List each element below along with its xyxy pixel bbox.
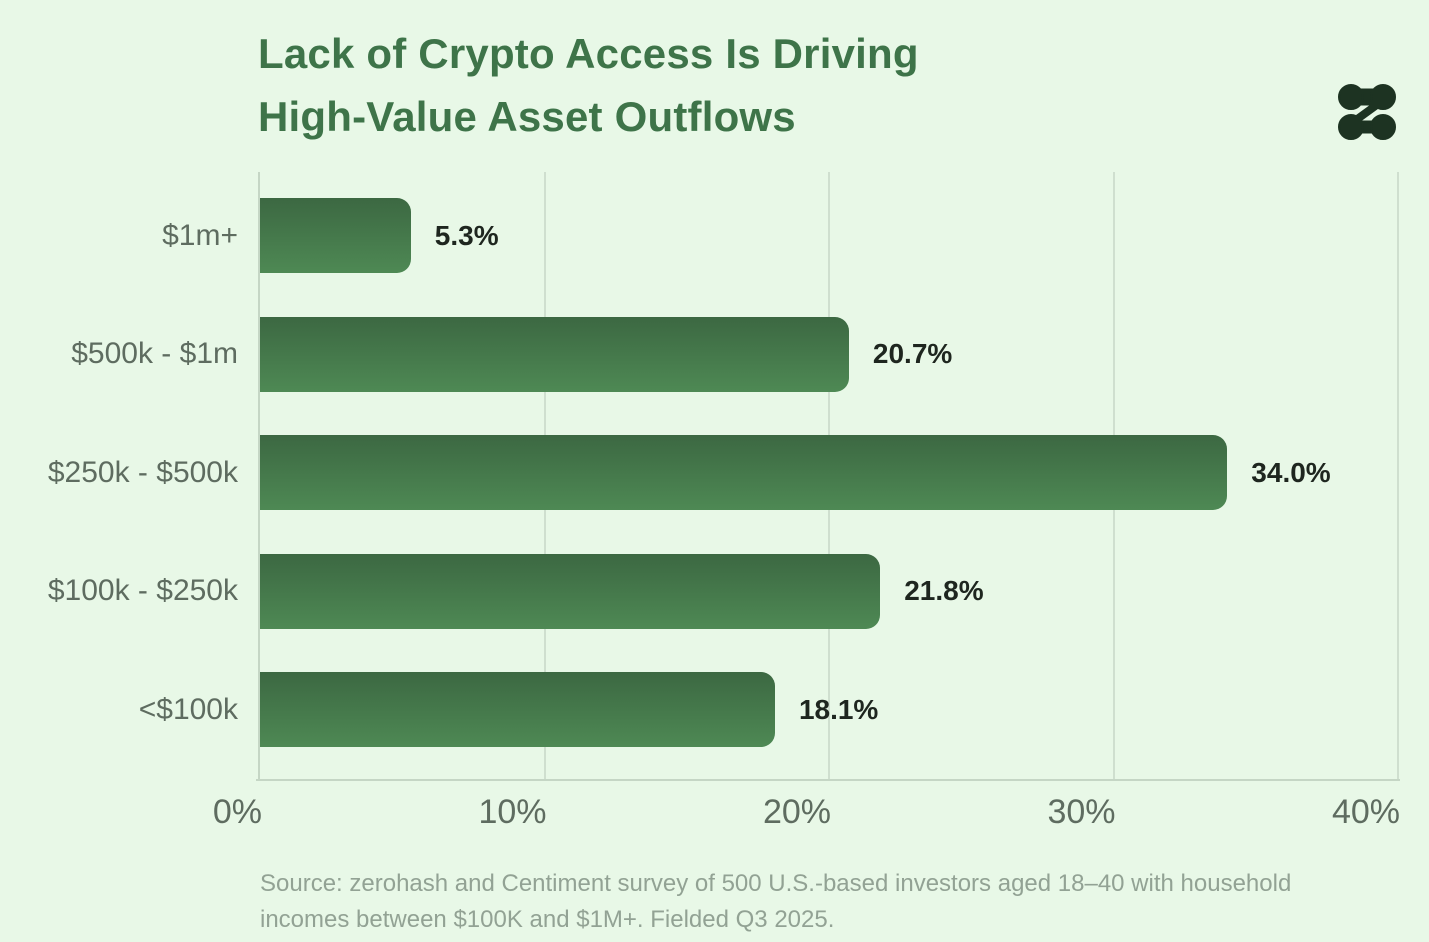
x-tick-label-20pct: 20% [762, 793, 831, 831]
chart-title: Lack of Crypto Access Is Driving High-Va… [258, 22, 919, 148]
x-tick-label-40pct: 40% [1331, 793, 1400, 831]
bar-row-3: $250k - $500k 34.0% [0, 435, 1429, 510]
category-label: $250k - $500k [47, 455, 238, 489]
chart-title-line2: High-Value Asset Outflows [258, 93, 796, 140]
x-tick-label-0pct: 0% [212, 793, 262, 831]
bar-row-4: $100k - $250k 21.8% [0, 553, 1429, 629]
category-label: $500k - $1m [71, 337, 238, 370]
bar-$100k - $250k [260, 553, 881, 629]
x-tick-label-10pct: 10% [478, 793, 547, 831]
value-label: 18.1% [798, 693, 879, 725]
category-label: <$100k [138, 692, 238, 726]
bar-<$100k [260, 672, 775, 747]
source-note-line2: incomes between $100K and $1M+. Fielded … [260, 906, 835, 933]
bar-$250k - $500k [260, 435, 1228, 510]
value-label: 34.0% [1251, 456, 1331, 488]
x-tick-label-30pct: 30% [1047, 793, 1116, 831]
y-axis-line [258, 172, 260, 779]
chart-title-line1: Lack of Crypto Access Is Driving [258, 30, 919, 77]
value-label: 21.8% [904, 575, 984, 606]
zerohash-logo-icon [1338, 84, 1396, 140]
category-label: $100k - $250k [47, 574, 238, 607]
source-note-line1: Source: zerohash and Centiment survey of… [260, 870, 1292, 897]
bar-row-5: <$100k 18.1% [0, 672, 1429, 747]
x-gridline-40 [1397, 172, 1399, 779]
category-label: $1m+ [162, 218, 238, 252]
source-note: Source: zerohash and Centiment survey of… [260, 866, 1291, 938]
bar-$1m+ [260, 198, 411, 273]
bar-row-2: $500k - $1m 20.7% [0, 316, 1429, 392]
value-label: 20.7% [872, 338, 953, 369]
bar-row-1: $1m+ 5.3% [0, 198, 1429, 273]
value-label: 5.3% [434, 219, 499, 251]
x-axis-line [256, 779, 1400, 781]
bar-$500k - $1m [260, 316, 849, 392]
